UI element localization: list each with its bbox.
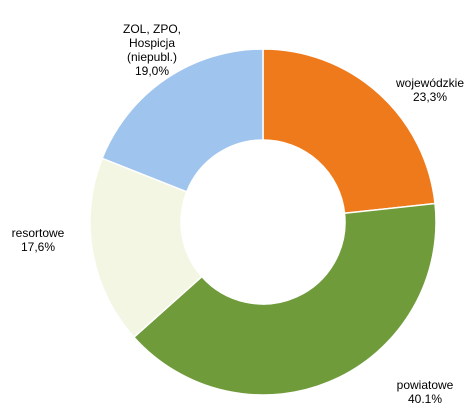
donut-slice: [101, 48, 264, 193]
value-label: 23,3%: [412, 90, 448, 104]
value-label: 19,0%: [134, 64, 170, 78]
category-label: resortowe: [11, 226, 65, 240]
category-label: wojewódzkie: [395, 76, 465, 90]
donut-slice: [89, 157, 203, 339]
slice-label: powiatowe 40,1%: [397, 378, 454, 403]
donut-slice: [132, 202, 437, 396]
slice-label: ZOL, ZPO, Hospicja (niepubl.) 19,0%: [117, 22, 187, 78]
slice-label: resortowe 17,6%: [12, 226, 65, 254]
slice-label: wojewódzkie 23,3%: [396, 76, 464, 104]
value-label: 40,1%: [407, 392, 443, 403]
value-label: 17,6%: [20, 240, 56, 254]
donut-slice: [262, 48, 436, 215]
category-label: powiatowe: [396, 378, 454, 392]
category-label: ZOL, ZPO, Hospicja (niepubl.): [122, 22, 181, 64]
